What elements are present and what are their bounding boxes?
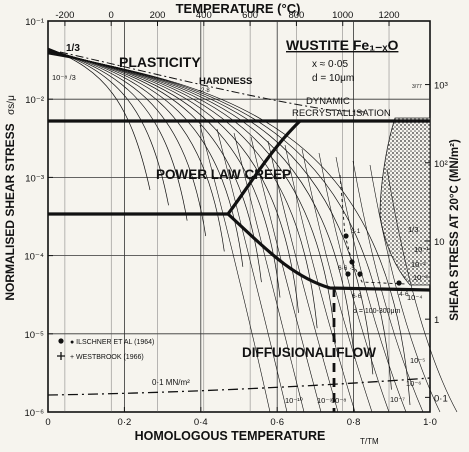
shear-line-label: 0·1 MN/m² [152,378,190,387]
x-tick-label: 0·8 [347,417,361,428]
legend-westbrook: + WESTBROOK (1966) [70,354,144,361]
y-tick-label: 10⁻⁵ [24,330,44,341]
top-tick-label: 400 [196,10,212,21]
right-tick-label: 10³ [434,81,448,92]
field-label-plasticity: PLASTICITY [119,54,201,70]
top-tick-label: 200 [150,10,166,21]
tick-labels: 0 0·2 0·4 0·6 0·8 1·0 -200 0 200 400 600 800 1000 120… [24,10,447,428]
y-tick-label: 10⁻⁴ [24,252,44,263]
contour-label: 10⁻⁵ [410,356,425,365]
exp-label-b: 6·6 ·5 [338,265,355,272]
x-axis-symbol: T/TM [360,437,379,446]
contour-label: 1/3 [408,225,418,234]
right-tick-label: 1 [434,315,439,326]
creep-diffusion-lower-boundary [226,212,431,292]
annotation-hardness-value: -2·8 [199,88,210,94]
recrystallisation-stipple-region [379,117,431,286]
contour-labels: 1/3 10⁻¹ 10⁻² 10⁻³ 10⁻⁴ 10⁻⁵ 10⁻⁶10⁻⁷ 10⁻⁸10⁻⁹ 1… [285,225,429,405]
right-axis-title: SHEAR STRESS AT 20°C (MN/m²) [449,139,461,321]
right-tick-label: 10² [434,159,448,170]
contour-line [335,156,407,413]
y-tick-label: 10⁻³ [25,173,44,184]
material-composition: x ≈ 0·05 [312,59,348,70]
contour-label: 10⁻¹ [414,245,429,254]
annotation-recrystallisation: RECRYSTALLISATION [292,108,391,119]
contour-line [233,132,305,413]
contour-label: 10⁻¹⁰ [285,396,303,405]
contour-label: 10⁻⁷ [390,395,405,404]
contour-label: 10⁻⁹ [317,396,333,405]
top-tick-label: 0 [109,10,114,21]
top-tick-label: 1200 [378,10,399,21]
axis-ticks [47,20,431,413]
creep-diffusion-upper-boundary [48,119,302,216]
contour-label: 10⁻⁸ [331,396,346,405]
x-tick-label: 0·6 [270,417,284,428]
top-axis-title: TEMPERATURE (°C) [176,1,301,16]
annotation-hardness: HARDNESS [199,76,252,87]
y-tick-label: 10⁻² [25,95,44,106]
legend-ilschner: ● ILSCHNER ET AL (1964) [70,339,154,346]
y-tick-label: 10⁻¹ [25,17,44,28]
material-code: 3/77 [412,84,422,90]
top-tick-label: -200 [55,10,74,21]
x-tick-label: 0·4 [194,417,208,428]
label-one-third: 1/3 [66,43,80,54]
top-tick-label: 600 [242,10,258,21]
x-tick-label: 0·2 [118,417,132,428]
x-axis-title: HOMOLOGOUS TEMPERATURE [135,429,326,443]
y-axis-title: NORMALISED SHEAR STRESS [3,123,17,300]
contour-line [216,128,288,413]
ilschner-point [58,233,402,344]
right-tick-label: 0·1 [434,393,448,404]
y-axis-symbol: σs/μ [6,95,17,115]
contour-line [386,168,458,413]
contour-line [47,53,411,406]
top-tick-label: 1000 [332,10,353,21]
contour-line [199,124,271,413]
annotation-dynamic: DYNAMIC [306,96,350,107]
contour-line [267,140,339,413]
grain-size-note: d = 100-300μm [353,308,401,315]
x-tick-label: 1·0 [423,417,437,428]
top-tick-label: 800 [288,10,304,21]
contour-label: 10⁻² [411,260,426,269]
exp-label-a: 3·1 [351,228,361,235]
exp-label-d: ·4·6 [397,291,409,298]
field-label-power-law-creep: POWER LAW CREEP [156,167,291,182]
material-grain-size: d = 10μm [312,73,354,84]
contour-label: 10⁻⁴ [407,293,423,302]
exp-label-c: 6·6 [352,293,362,300]
label-corner-rate: 10⁻⁸ /3 [52,73,76,82]
westbrook-point [57,352,65,360]
contour-line [318,152,390,413]
contour-line [369,164,441,413]
x-tick-label: 0 [45,417,50,428]
field-label-diffusional-flow: DIFFUSIONAL FLOW [242,345,376,360]
contour-label: 10⁻³ [413,273,428,282]
material-title: WUSTITE Fe₁₋ₓO [286,37,399,53]
contour-label: 10⁻⁶ [406,379,421,388]
y-tick-label: 10⁻⁶ [25,408,45,419]
hardness-curve [59,51,366,113]
right-tick-label: 10 [434,237,445,248]
contour-line [352,160,424,413]
